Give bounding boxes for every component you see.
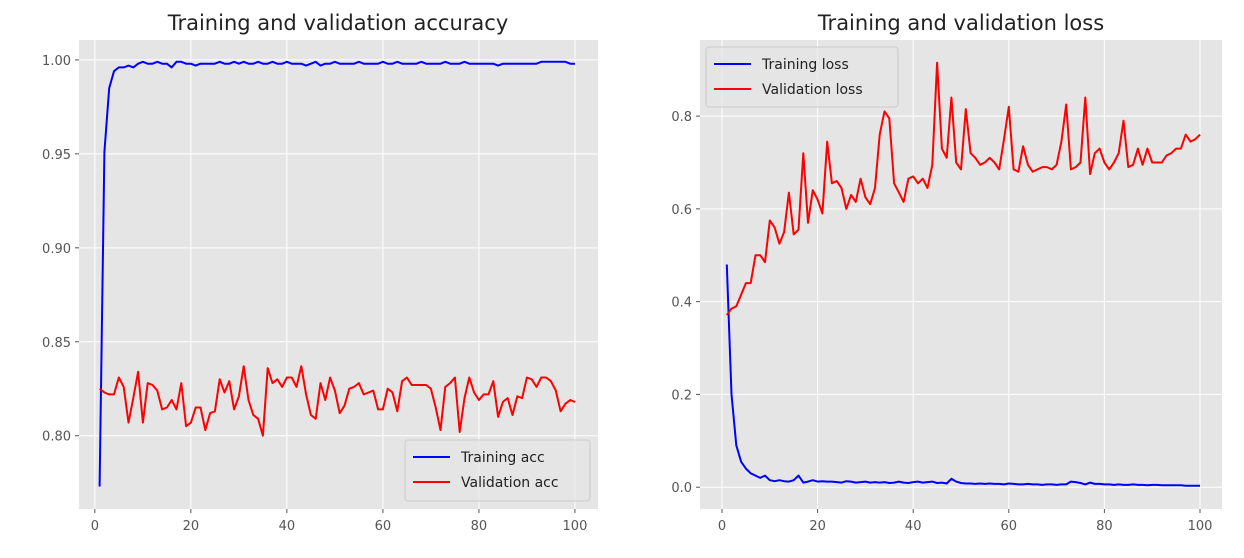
- y-tick-label: 0.8: [671, 110, 692, 125]
- legend-box: [705, 46, 899, 108]
- legend: Training acc Validation acc: [404, 439, 591, 502]
- plot-area: [700, 40, 1222, 509]
- x-tick-label: 20: [809, 519, 826, 534]
- series-line-validation-loss: [725, 61, 1201, 316]
- x-tick-label: 0: [91, 519, 99, 534]
- accuracy-chart: 0 20 40 60 80 100 0.80 0.85 0.90 0.95 1.00 Training…: [42, 11, 598, 534]
- x-tick-label: 100: [563, 519, 588, 534]
- legend: Training loss Validation loss: [705, 46, 899, 108]
- x-tick-label: 100: [1188, 519, 1213, 534]
- y-tick-label: 0.95: [42, 148, 71, 163]
- legend-label: Training loss: [761, 57, 849, 73]
- legend-label: Training acc: [460, 450, 545, 466]
- y-tick-label: 0.2: [671, 388, 692, 403]
- legend-box: [404, 439, 591, 502]
- y-tick-label: 0.80: [42, 430, 71, 445]
- x-tick-label: 80: [471, 519, 488, 534]
- x-tick-label: 20: [183, 519, 200, 534]
- y-tick-label: 0.90: [42, 242, 71, 257]
- x-tick-label: 40: [279, 519, 296, 534]
- loss-chart: 0 20 40 60 80 100 0.0 0.2 0.4 0.6 0.8 Training loss…: [671, 11, 1222, 534]
- y-tick-label: 1.00: [42, 54, 71, 69]
- x-tick-label: 60: [375, 519, 392, 534]
- x-tick-label: 60: [1001, 519, 1018, 534]
- y-tick-label: 0.0: [671, 481, 692, 496]
- x-tick-label: 0: [718, 519, 726, 534]
- y-tick-label: 0.85: [42, 336, 71, 351]
- x-tick-label: 40: [905, 519, 922, 534]
- series-line-validation-acc: [98, 365, 576, 437]
- y-tick-label: 0.4: [671, 296, 692, 311]
- y-tick-label: 0.6: [671, 203, 692, 218]
- chart-title: Training and validation loss: [817, 11, 1104, 35]
- legend-label: Validation acc: [461, 475, 559, 491]
- x-tick-label: 80: [1096, 519, 1113, 534]
- series-line-training-acc: [98, 60, 575, 487]
- series-line-training-loss: [725, 264, 1200, 487]
- chart-title: Training and validation accuracy: [167, 11, 509, 35]
- plot-area: [79, 40, 598, 509]
- legend-label: Validation loss: [762, 82, 863, 98]
